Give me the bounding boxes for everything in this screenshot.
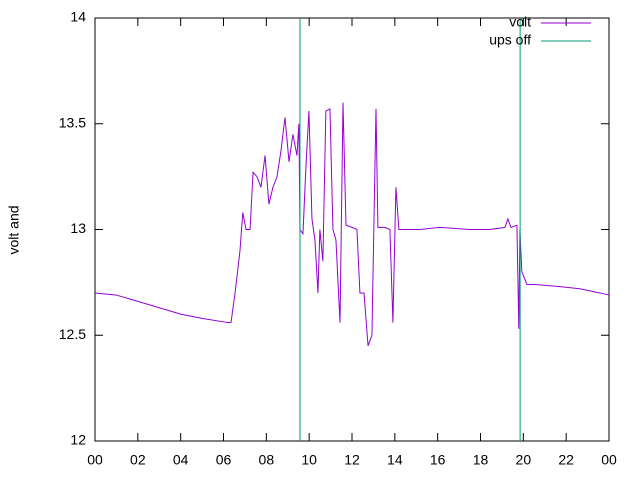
x-tick-label: 02 [130, 452, 146, 468]
y-tick-label: 12.5 [59, 326, 86, 342]
y-axis-label: volt and [6, 205, 22, 254]
y-tick-label: 13.5 [59, 114, 86, 130]
x-tick-label: 22 [558, 452, 574, 468]
y-tick-label: 13 [70, 220, 86, 236]
x-tick-label: 12 [344, 452, 360, 468]
x-tick-label: 08 [259, 452, 275, 468]
y-tick-label: 14 [70, 9, 86, 25]
line [94, 102, 610, 347]
x-tick-label: 00 [601, 452, 617, 468]
x-tick-label: 04 [173, 452, 189, 468]
x-tick-label: 14 [387, 452, 403, 468]
legend-label: volt [509, 14, 531, 30]
x-tick-label: 10 [301, 452, 317, 468]
legend-label: ups off [489, 32, 531, 48]
x-tick-label: 18 [473, 452, 489, 468]
x-tick-label: 20 [516, 452, 532, 468]
x-tick-label: 06 [216, 452, 232, 468]
y-tick-label: 12 [70, 432, 86, 448]
x-tick-label: 16 [430, 452, 446, 468]
plot-border [94, 17, 610, 442]
x-tick-label: 00 [87, 452, 103, 468]
